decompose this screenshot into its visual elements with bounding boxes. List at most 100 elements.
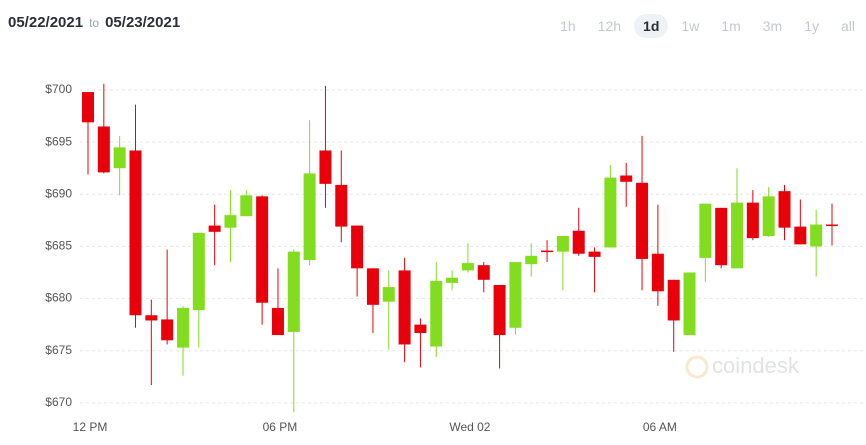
candle bbox=[699, 203, 712, 282]
candle-body bbox=[382, 287, 395, 302]
candle-body bbox=[715, 207, 728, 266]
date-from: 05/22/2021 bbox=[8, 14, 84, 31]
candle bbox=[556, 235, 569, 291]
range-selector: 1h 12h 1d 1w 1m 3m 1y all bbox=[549, 14, 866, 38]
x-tick-label: Wed 02 bbox=[449, 420, 490, 434]
candle-body bbox=[746, 202, 759, 239]
candle bbox=[145, 299, 158, 386]
candle bbox=[477, 262, 490, 293]
candle-body bbox=[794, 226, 807, 245]
candle-body bbox=[509, 262, 522, 328]
candle-body bbox=[271, 307, 284, 336]
candle-body bbox=[667, 279, 680, 321]
candle bbox=[588, 247, 601, 293]
candle bbox=[778, 184, 791, 241]
candle-body bbox=[572, 230, 585, 254]
candle bbox=[525, 243, 538, 277]
candle-body bbox=[303, 173, 316, 260]
date-range: 05/22/2021 to 05/23/2021 bbox=[8, 14, 180, 31]
candle-body bbox=[636, 182, 649, 259]
range-button[interactable]: 1h bbox=[551, 14, 585, 38]
candle-body bbox=[731, 202, 744, 269]
range-button[interactable]: 12h bbox=[589, 14, 630, 38]
candle-body bbox=[683, 272, 696, 336]
candle bbox=[398, 257, 411, 363]
candle bbox=[319, 85, 332, 208]
candle-body bbox=[446, 277, 459, 283]
x-tick-label: 06 PM bbox=[263, 420, 298, 434]
date-separator: to bbox=[89, 16, 100, 30]
candle-body bbox=[208, 225, 221, 232]
candle-body bbox=[620, 175, 633, 182]
candle bbox=[256, 195, 269, 325]
candle-body bbox=[588, 251, 601, 257]
candle-body bbox=[113, 147, 126, 169]
candle-body bbox=[810, 224, 823, 247]
candle bbox=[176, 305, 189, 376]
candle bbox=[335, 150, 348, 243]
candle-body bbox=[414, 324, 427, 333]
candle bbox=[667, 279, 680, 352]
candle-body bbox=[461, 263, 474, 271]
candle-body bbox=[319, 150, 332, 184]
candle bbox=[572, 207, 585, 256]
range-button[interactable]: 1d bbox=[634, 14, 669, 38]
candle bbox=[541, 240, 554, 263]
y-tick-label: $670 bbox=[45, 395, 72, 409]
candle-body bbox=[240, 195, 253, 217]
candle-body bbox=[541, 250, 554, 253]
range-button[interactable]: 1y bbox=[795, 14, 828, 38]
candle bbox=[161, 249, 174, 345]
candle-body bbox=[224, 215, 237, 228]
range-button[interactable]: 1w bbox=[672, 14, 708, 38]
candle-body bbox=[477, 265, 490, 280]
candle-body bbox=[762, 196, 775, 236]
candle bbox=[683, 272, 696, 336]
candle-body bbox=[129, 150, 142, 316]
candle-body bbox=[161, 319, 174, 341]
y-tick-label: $675 bbox=[45, 343, 72, 357]
candle bbox=[287, 249, 300, 413]
range-button[interactable]: 1m bbox=[712, 14, 749, 38]
candle-body bbox=[398, 270, 411, 345]
candle-body bbox=[97, 126, 110, 173]
range-button[interactable]: 3m bbox=[754, 14, 791, 38]
candle bbox=[762, 186, 775, 238]
candle bbox=[271, 268, 284, 336]
candle bbox=[715, 207, 728, 269]
range-button[interactable]: all bbox=[832, 14, 864, 38]
candle bbox=[113, 135, 126, 196]
candle bbox=[604, 165, 617, 248]
candle-body bbox=[826, 224, 838, 227]
watermark-logo bbox=[685, 355, 709, 379]
candle bbox=[97, 83, 110, 174]
plot: $670 $675 $680 $685 $690 $695 $700 12 PM 06 PM We… bbox=[45, 82, 866, 434]
candle-body bbox=[430, 280, 443, 347]
candle-body bbox=[651, 253, 664, 292]
candle bbox=[303, 120, 316, 266]
candle-body bbox=[351, 225, 364, 269]
y-tick-label: $680 bbox=[45, 291, 72, 305]
candle bbox=[493, 285, 506, 369]
candle-body bbox=[556, 235, 569, 252]
candle-body bbox=[335, 184, 348, 227]
candle bbox=[794, 199, 807, 245]
watermark: coindesk bbox=[685, 353, 800, 379]
candle bbox=[430, 262, 443, 357]
x-tick-label: 12 PM bbox=[73, 420, 108, 434]
y-tick-label: $690 bbox=[45, 186, 72, 200]
candle bbox=[82, 92, 94, 175]
candle-body bbox=[525, 255, 538, 265]
y-tick-label: $685 bbox=[45, 239, 72, 253]
candle bbox=[351, 225, 364, 297]
candle-body bbox=[778, 191, 791, 228]
candle bbox=[620, 162, 633, 207]
candle-body bbox=[82, 92, 94, 123]
candle bbox=[636, 135, 649, 291]
candle bbox=[461, 243, 474, 273]
candle bbox=[414, 318, 427, 368]
x-tick-label: 06 AM bbox=[643, 420, 677, 434]
candle bbox=[192, 232, 205, 348]
